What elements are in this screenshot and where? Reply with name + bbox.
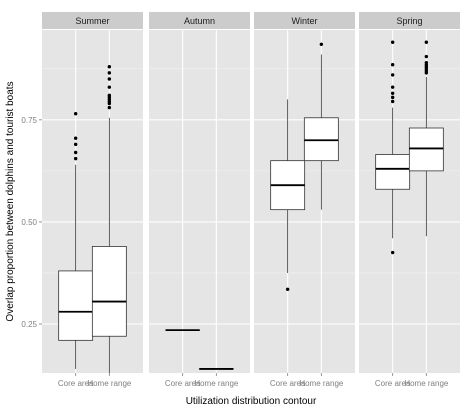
box-iqr bbox=[303, 117, 339, 162]
outlier-point bbox=[73, 112, 78, 116]
outlier-point bbox=[390, 95, 395, 100]
outlier-point bbox=[390, 40, 395, 44]
strip-bg bbox=[42, 12, 143, 29]
strip-bg bbox=[359, 12, 460, 29]
x-axis-title: Utilization distribution contour bbox=[186, 396, 317, 407]
outlier-point bbox=[107, 85, 112, 89]
box-core-area bbox=[375, 40, 411, 255]
box-iqr bbox=[91, 246, 127, 337]
x-tick-label: Core area bbox=[58, 379, 94, 388]
outlier-point bbox=[424, 60, 429, 65]
outlier-point bbox=[285, 287, 290, 291]
x-tick-label: Home range bbox=[299, 379, 344, 388]
x-tick-label: Core area bbox=[165, 379, 201, 388]
box-iqr bbox=[408, 127, 444, 172]
box-iqr bbox=[375, 154, 411, 190]
outlier-point bbox=[390, 73, 395, 77]
outlier-point bbox=[107, 93, 112, 98]
y-tick-label: 0.75 bbox=[21, 116, 37, 125]
y-axis-title: Overlap proportion between dolphins and … bbox=[5, 81, 16, 321]
x-tick-label: Home range bbox=[87, 379, 132, 388]
x-tick-label: Core area bbox=[375, 379, 411, 388]
outlier-point bbox=[107, 105, 112, 110]
box-core-area bbox=[58, 112, 94, 369]
panel-bg bbox=[359, 30, 460, 373]
outlier-point bbox=[73, 150, 78, 155]
strip-bg bbox=[149, 12, 250, 29]
x-tick-label: Home range bbox=[404, 379, 449, 388]
outlier-point bbox=[424, 40, 429, 44]
y-tick-label: 0.25 bbox=[21, 320, 37, 329]
outlier-point bbox=[107, 65, 112, 69]
x-tick-label: Home range bbox=[194, 379, 239, 388]
outlier-point bbox=[390, 99, 395, 104]
outlier-point bbox=[73, 142, 78, 147]
outlier-point bbox=[319, 42, 324, 46]
strip-bg bbox=[254, 12, 355, 29]
box-home-range bbox=[408, 40, 444, 237]
outlier-point bbox=[73, 136, 78, 140]
strip-label: Spring bbox=[396, 16, 422, 26]
strip-label: Autumn bbox=[184, 16, 215, 26]
box-home-range bbox=[303, 42, 339, 210]
panel-bg bbox=[149, 30, 250, 373]
outlier-point bbox=[107, 71, 112, 75]
outlier-point bbox=[424, 54, 429, 59]
box-home-range bbox=[91, 65, 127, 373]
y-tick-label: 0.50 bbox=[21, 218, 37, 227]
outlier-point bbox=[390, 91, 395, 95]
x-tick-label: Core area bbox=[270, 379, 306, 388]
box-iqr bbox=[58, 270, 94, 341]
outlier-point bbox=[390, 250, 395, 255]
box-core-area bbox=[270, 99, 306, 291]
strip-label: Winter bbox=[291, 16, 317, 26]
outlier-point bbox=[107, 77, 112, 81]
outlier-point bbox=[390, 85, 395, 89]
outlier-point bbox=[73, 156, 78, 161]
strip-label: Summer bbox=[75, 16, 109, 26]
outlier-point bbox=[390, 63, 395, 67]
